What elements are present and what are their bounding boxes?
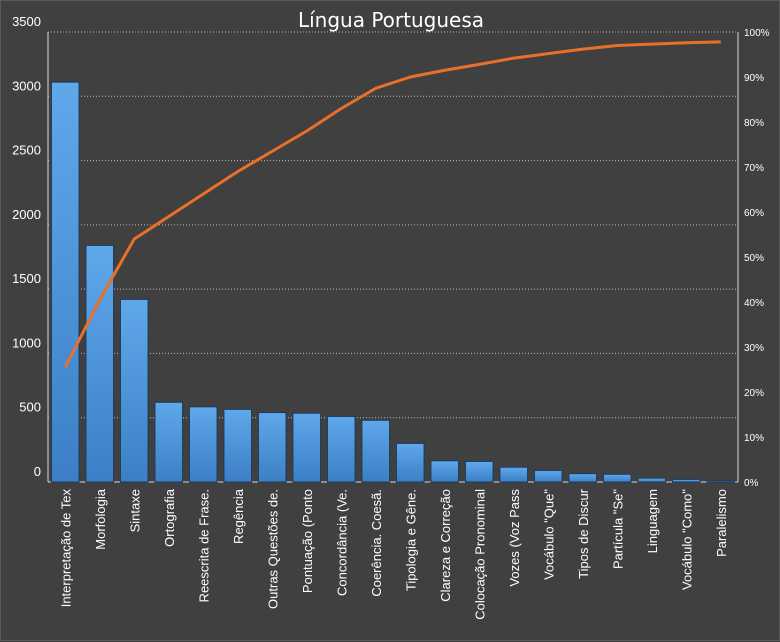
left-tick-label: 1500 [12,271,41,286]
bar [188,406,218,483]
right-tick-label: 80% [744,118,764,129]
category-label: Coerência. Coesã. [369,489,384,597]
bar [568,473,598,483]
left-tick-label: 2000 [12,207,41,222]
bar [50,81,80,483]
left-axis-ticks: 0 500 1000 1500 2000 2500 3000 3500 [12,14,41,479]
bar [602,473,632,483]
bar [154,401,184,483]
category-label: Tipologia e Gêne. [403,489,418,591]
bar [671,478,701,483]
cumulative-line [63,40,721,368]
bar [533,469,563,483]
category-label: Outras Questões de. [265,489,280,609]
bar [119,298,149,483]
chart-title: Língua Portuguesa [298,8,484,32]
category-label: Concordância (Ve. [334,489,349,596]
right-tick-label: 100% [744,28,770,39]
category-label: Tipos de Discur [576,488,591,578]
left-tick-label: 2500 [12,143,41,158]
right-tick-label: 70% [744,163,764,174]
bar [637,477,667,483]
category-label: Linguagem [645,489,660,553]
right-tick-label: 50% [744,253,764,264]
bar [464,460,494,483]
left-tick-label: 0 [34,464,41,479]
gridlines [47,31,739,483]
right-tick-label: 60% [744,208,764,219]
bar [257,412,287,483]
left-tick-label: 1000 [12,335,41,350]
right-tick-label: 10% [744,433,764,444]
bar [499,466,529,483]
category-label: Sintaxe [127,489,142,532]
right-tick-label: 40% [744,298,764,309]
category-label: Vocábulo "Que" [541,489,556,580]
bar [292,412,322,483]
bar [395,442,425,483]
category-label: Reescrita de Frase. [196,489,211,602]
bars [50,81,736,483]
bar [361,419,391,483]
bar [430,460,460,483]
category-label: Pontuação (Ponto [300,489,315,593]
category-label: Colocação Pronominal [472,489,487,620]
category-label: Vocábulo "Como" [679,489,694,590]
cumulative-line-path [63,40,721,368]
category-label: Vozes (Voz Pass [507,489,522,587]
category-label: Regência [231,488,246,544]
bar [85,244,115,483]
bar [223,408,253,483]
right-axis-ticks: 0% 10% 20% 30% 40% 50% 60% 70% 80% 90% 100% [744,28,770,489]
bar [706,480,736,483]
category-label: Interpretação de Tex [58,489,73,608]
category-label: Paralelismo [714,489,729,557]
left-tick-label: 3000 [12,78,41,93]
right-tick-label: 0% [744,478,759,489]
bar [326,415,356,483]
right-tick-label: 20% [744,388,764,399]
category-label: Clareza e Correção [438,489,453,602]
category-label: Ortografia [162,488,177,547]
right-tick-label: 90% [744,73,764,84]
category-label: Partícula "Se" [610,489,625,569]
right-tick-label: 30% [744,343,764,354]
left-tick-label: 3500 [12,14,41,29]
category-labels: Interpretação de Tex Morfologia Sintaxe Ort… [58,488,729,620]
category-label: Morfologia [93,488,108,549]
left-tick-label: 500 [19,400,41,415]
